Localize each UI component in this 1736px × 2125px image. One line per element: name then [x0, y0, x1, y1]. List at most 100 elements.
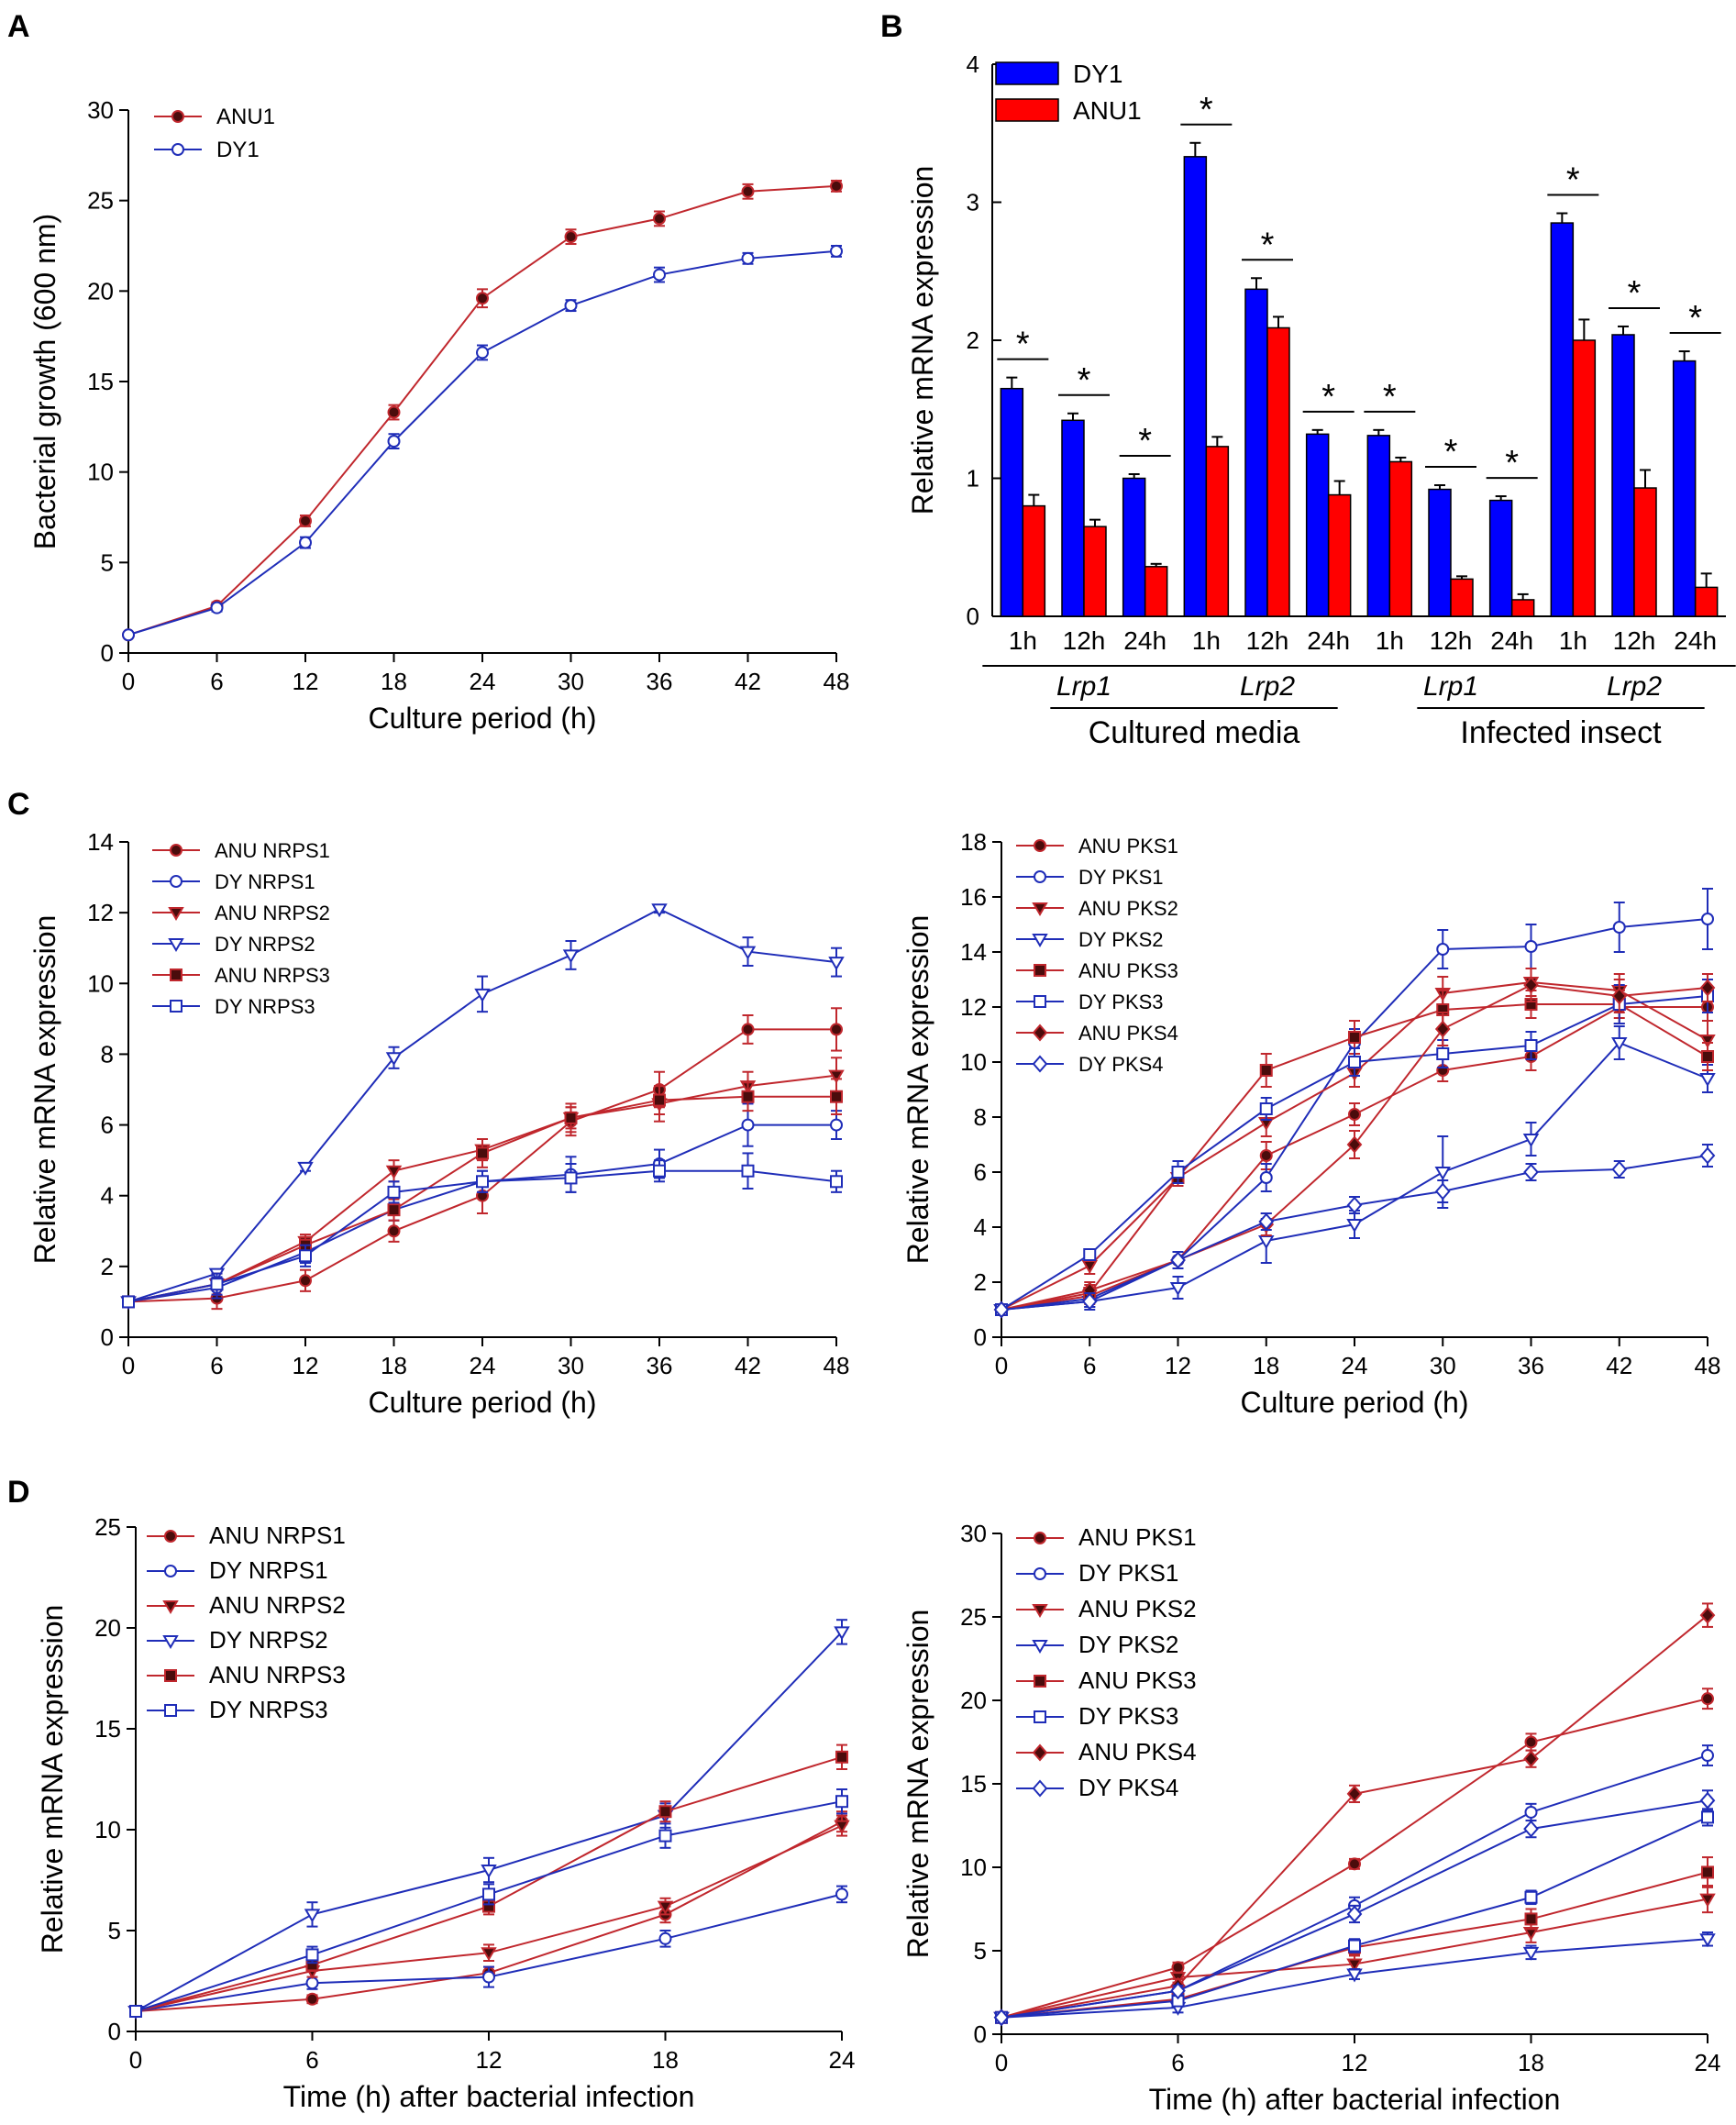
data-point — [741, 1090, 755, 1103]
bar-dy1 — [1488, 499, 1513, 617]
x-tick-label: 24 — [470, 668, 496, 695]
data-point — [1522, 1946, 1540, 1961]
x-tick-label: 18 — [1518, 2049, 1544, 2076]
legend-label: ANU PKS4 — [1078, 1022, 1178, 1045]
data-point — [1522, 1134, 1540, 1147]
data-point — [476, 1175, 489, 1189]
data-point — [1524, 1890, 1538, 1904]
data-point — [657, 1900, 674, 1915]
data-point — [129, 2005, 142, 2018]
legend: ANU PKS1 DY PKS1 ANU PKS2 DY PKS2 ANU PKS3 DY… — [1016, 1523, 1197, 1801]
y-tick-label: 8 — [101, 1040, 114, 1068]
panel-label-a: A — [7, 9, 30, 44]
y-tick-label: 2 — [974, 1268, 987, 1296]
data-point — [474, 988, 491, 1002]
y-tick-label: 20 — [94, 1614, 121, 1642]
legend-label: DY PKS4 — [1078, 1774, 1178, 1801]
data-point — [1699, 1933, 1716, 1948]
bar-anu1 — [1266, 326, 1290, 617]
data-point — [741, 1118, 755, 1132]
data-point — [658, 1805, 672, 1819]
x-tick-label: 24h — [1123, 626, 1167, 655]
x-axis-title: Culture period (h) — [1241, 1386, 1469, 1419]
bar-dy1 — [1061, 419, 1085, 617]
data-point — [387, 405, 401, 419]
y-tick-label: 14 — [87, 828, 114, 856]
y-tick-label: 8 — [974, 1103, 987, 1131]
legend-marker — [164, 1530, 177, 1543]
data-point — [482, 1970, 495, 1984]
legend-label: ANU NRPS3 — [215, 964, 330, 987]
legend-label: ANU PKS2 — [1078, 1595, 1197, 1622]
data-point — [830, 1090, 843, 1103]
data-point — [1258, 1212, 1275, 1231]
legend-item: DY PKS3 — [1016, 991, 1164, 1013]
data-point — [122, 1295, 135, 1309]
axes — [992, 841, 1708, 1346]
x-tick-label: 0 — [122, 1352, 135, 1379]
data-point — [828, 957, 845, 971]
series-dy-nrps3 — [122, 1152, 843, 1309]
data-point — [1436, 943, 1450, 956]
bar-dy1 — [1122, 477, 1146, 617]
data-point — [1259, 1064, 1273, 1077]
x-tick-label: 30 — [558, 668, 584, 695]
data-point — [830, 179, 843, 193]
data-point — [1701, 1692, 1714, 1706]
data-point — [210, 601, 224, 614]
data-point — [658, 1829, 672, 1843]
series-dy-pks4 — [993, 1789, 1716, 2027]
legend-marker — [164, 1565, 177, 1577]
legend-label: ANU NRPS2 — [215, 902, 330, 924]
data-point — [1611, 1160, 1628, 1179]
legend-marker — [171, 110, 184, 123]
data-point — [1170, 1982, 1186, 2000]
legend-marker — [1032, 1640, 1048, 1654]
y-tick-label: 10 — [87, 459, 114, 486]
x-tick-label: 48 — [1695, 1352, 1721, 1379]
legend-item: DY PKS1 — [1016, 1559, 1178, 1587]
legend-marker — [170, 968, 182, 981]
data-point — [1699, 1146, 1716, 1165]
data-point — [564, 1111, 578, 1124]
y-tick-label: 2 — [101, 1253, 114, 1280]
bar-dy1 — [1305, 433, 1330, 617]
legend: ANU NRPS1 DY NRPS1 ANU NRPS2 DY NRPS2 ANU NR… — [152, 839, 330, 1018]
chart-a: 0 5 10 15 20 25 30 0 6 12 18 24 30 36 42 48 Culture peri… — [28, 96, 849, 735]
legend-item: DY NRPS2 — [152, 933, 315, 956]
data-point — [299, 514, 312, 527]
data-point — [299, 1249, 312, 1263]
legend-marker — [162, 1635, 179, 1649]
x-tick-label: 12 — [293, 1352, 319, 1379]
data-point — [1348, 1857, 1361, 1871]
x-tick-label: 12 — [1165, 1352, 1191, 1379]
legend-item: DY PKS2 — [1016, 1631, 1178, 1658]
data-point — [1699, 1893, 1716, 1908]
legend-item: ANU NRPS3 — [152, 964, 330, 987]
data-point — [1523, 1163, 1539, 1181]
gene-group-label: Lrp2 — [1240, 671, 1295, 702]
bar-anu1 — [1572, 339, 1597, 617]
y-tick-label: 25 — [94, 1513, 121, 1541]
data-point — [741, 184, 755, 198]
data-point — [653, 212, 666, 226]
y-tick-label: 14 — [960, 938, 987, 966]
data-point — [1699, 1035, 1716, 1048]
x-tick-label: 12 — [1342, 2049, 1368, 2076]
data-point — [481, 1865, 497, 1878]
legend-label: DY PKS2 — [1078, 1631, 1178, 1658]
y-axis-title: Relative mRNA expression — [906, 166, 939, 515]
data-point — [1436, 1047, 1450, 1060]
data-point — [1523, 976, 1539, 994]
legend-marker — [1034, 995, 1046, 1008]
legend-label: DY NRPS3 — [209, 1696, 328, 1723]
data-point — [122, 628, 135, 642]
bar-dy1 — [1000, 387, 1024, 617]
y-tick-label: 12 — [87, 899, 114, 926]
legend-item: DY NRPS2 — [147, 1626, 328, 1654]
y-tick-label: 16 — [960, 883, 987, 911]
legend-marker — [171, 143, 184, 156]
y-tick-label: 6 — [101, 1112, 114, 1139]
significance-star: * — [1566, 161, 1580, 200]
legend-marker — [1034, 1532, 1046, 1544]
